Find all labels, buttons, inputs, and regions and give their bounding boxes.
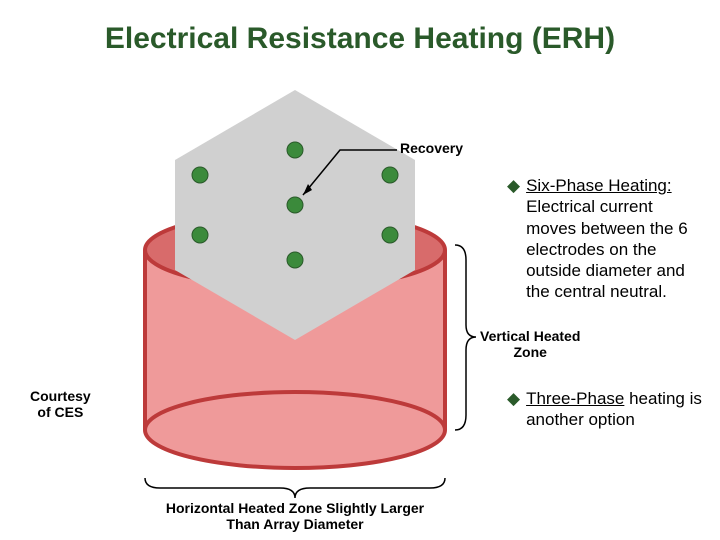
vertical-zone-label: Vertical Heated Zone — [480, 328, 580, 360]
cylinder-bottom — [145, 392, 445, 468]
electrode-5 — [192, 227, 208, 243]
electrode-3 — [382, 227, 398, 243]
six-phase-underline: Six-Phase Heating: — [526, 176, 672, 195]
bullet-six-phase: ◆ Six-Phase Heating: Electrical current m… — [507, 175, 712, 303]
electrode-4 — [287, 252, 303, 268]
horizontal-brace — [145, 478, 445, 498]
electrode-center — [287, 197, 303, 213]
bullet-icon: ◆ — [507, 175, 520, 196]
bullet-three-phase: ◆Three-Phase heating is another option — [507, 388, 712, 431]
six-phase-text: Electrical current moves between the 6 e… — [526, 197, 688, 301]
electrode-2 — [382, 167, 398, 183]
three-phase-underline: Three-Phase — [526, 389, 624, 408]
horizontal-zone-label: Horizontal Heated Zone Slightly Larger T… — [140, 500, 450, 532]
vertical-brace — [455, 245, 476, 430]
bullet-icon: ◆ — [507, 388, 520, 409]
electrode-1 — [287, 142, 303, 158]
courtesy-label: Courtesy of CES — [30, 388, 91, 420]
recovery-label: Recovery — [400, 140, 463, 156]
electrode-6 — [192, 167, 208, 183]
